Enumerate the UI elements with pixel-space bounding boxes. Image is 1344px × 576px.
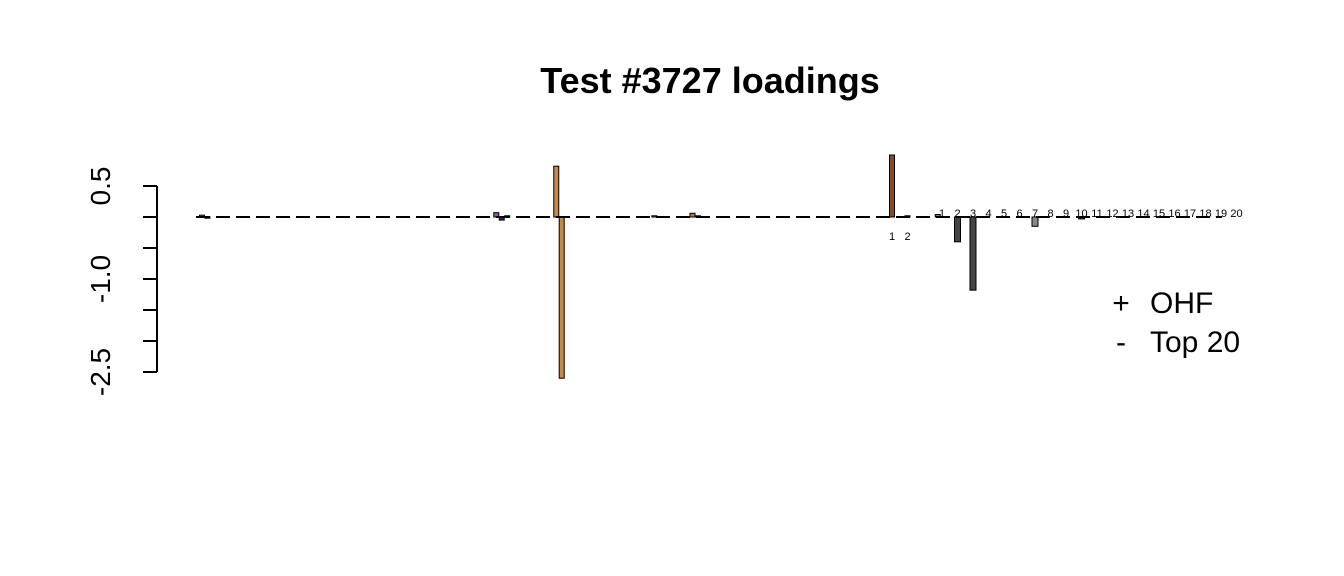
bar (1031, 216, 1039, 227)
bar (969, 216, 977, 291)
bars (199, 154, 1085, 379)
bar (553, 165, 560, 218)
bar-label: 2 (904, 231, 910, 243)
y-tick-label: 0.5 (85, 167, 116, 206)
bar-label: 14 (1137, 208, 1149, 220)
y-tick-label: -2.5 (85, 348, 116, 396)
bar-label: 16 (1168, 208, 1180, 220)
bar-label: 1 (939, 208, 945, 220)
bar-label: 1 (889, 231, 895, 243)
bar-label: 13 (1122, 208, 1134, 220)
bar (558, 216, 565, 379)
legend-label-top20: Top 20 (1150, 326, 1240, 359)
bar-label: 18 (1199, 208, 1211, 220)
bar-label: 3 (970, 208, 976, 220)
bar-label: 5 (1001, 208, 1007, 220)
bar-label: 11 (1091, 208, 1102, 220)
bar-label: 7 (1032, 208, 1038, 220)
bar (889, 154, 895, 218)
bar-label: 8 (1047, 208, 1053, 220)
bar-label: 9 (1063, 208, 1069, 220)
bar-label: 2 (954, 208, 960, 220)
bar-label: 12 (1106, 208, 1118, 220)
bar (954, 216, 961, 243)
bar-label: 17 (1184, 208, 1196, 220)
y-axis: 0.5 -1.0 -2.5 (85, 167, 158, 396)
bar-label: 15 (1153, 208, 1165, 220)
bar-label: 19 (1215, 208, 1227, 220)
legend-label-ohf: OHF (1150, 287, 1213, 320)
y-tick-label: -1.0 (85, 255, 116, 303)
bar-label: 4 (985, 208, 991, 220)
bar (689, 212, 696, 218)
legend-symbol-plus: + (1112, 287, 1130, 320)
bar-label: 6 (1016, 208, 1022, 220)
bar-labels: 1 21 2 3 4 5 6 7 8 9 10 11 12 13 14 15 16 17 18 19 20 (889, 208, 1243, 243)
chart-title: Test #3727 loadings (540, 60, 879, 101)
legend: + OHF - Top 20 (1112, 287, 1240, 359)
bar-label: 10 (1075, 208, 1087, 220)
bar-label: 20 (1230, 208, 1242, 220)
legend-symbol-minus: - (1116, 326, 1126, 359)
